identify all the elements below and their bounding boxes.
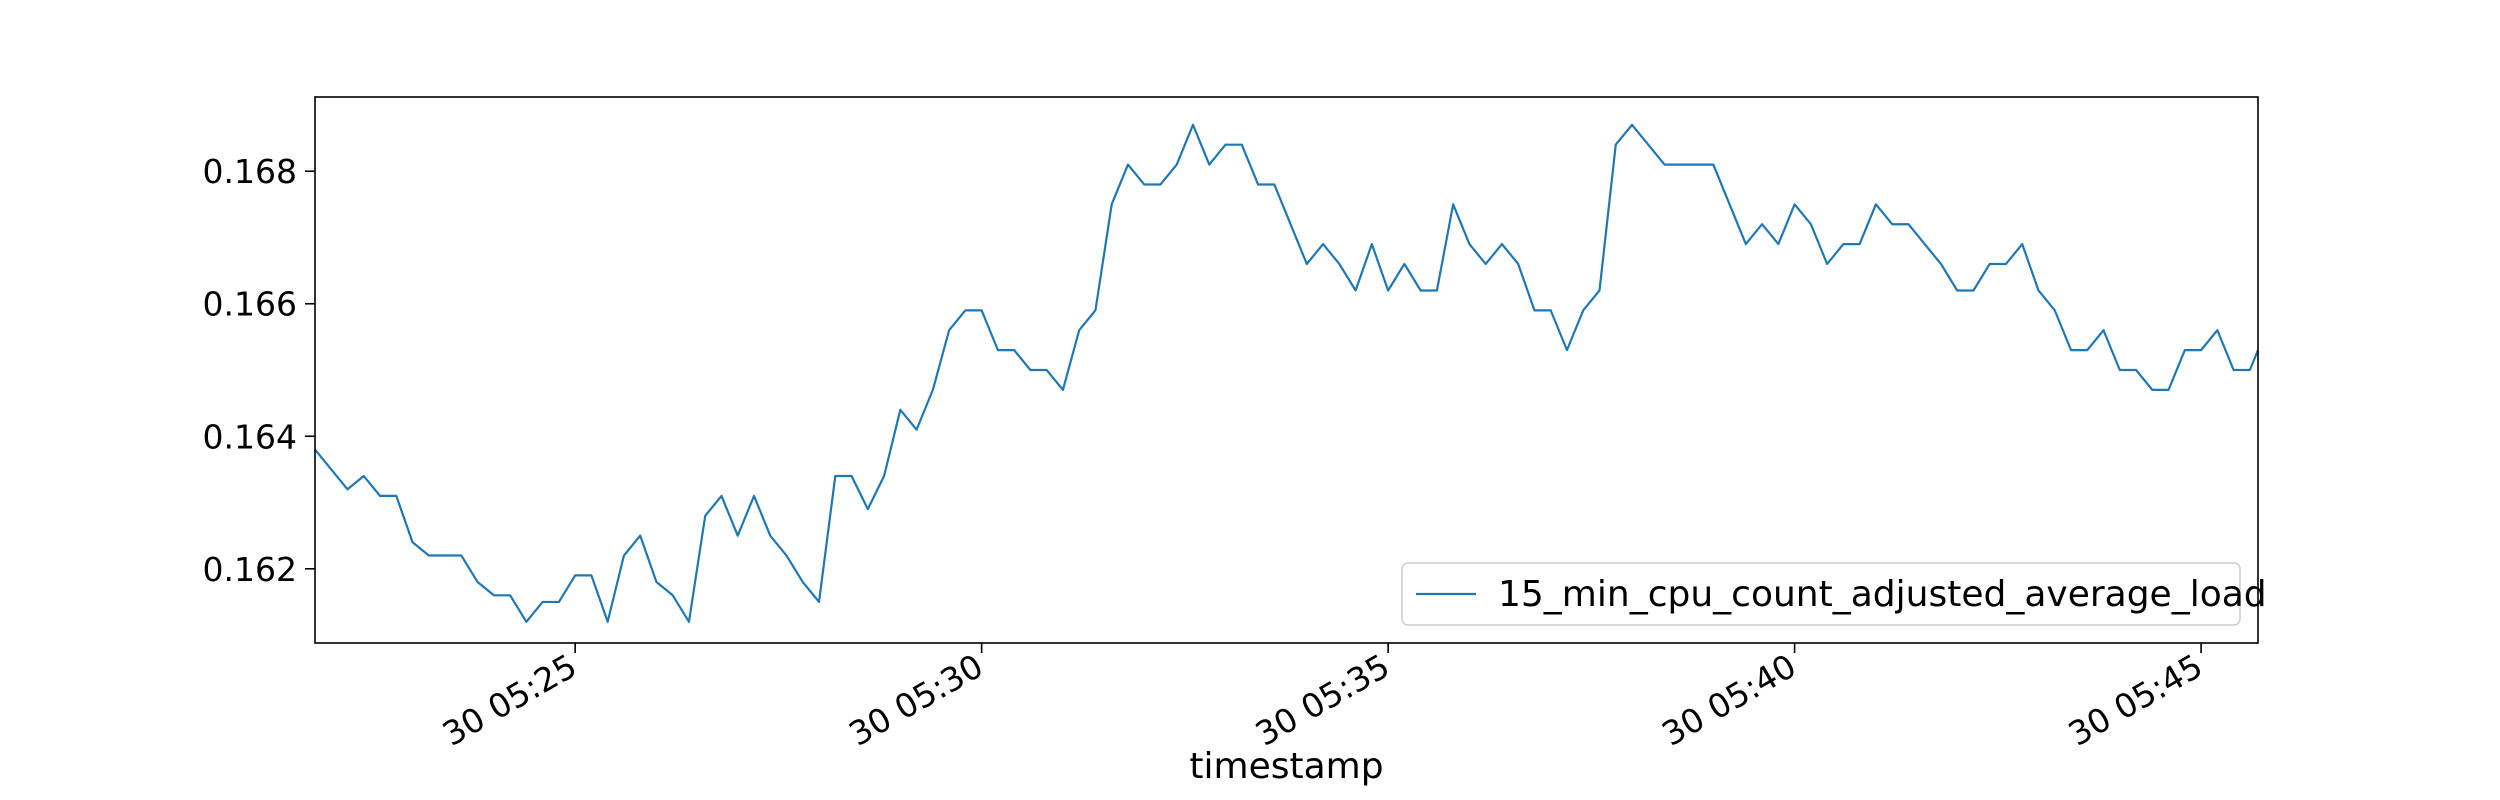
legend-entry-label: 15_min_cpu_count_adjusted_average_load: [1498, 574, 2267, 615]
legend-box: [1401, 562, 2241, 626]
y-tick-label: 0.166: [203, 285, 297, 324]
x-axis-label: timestamp: [1189, 746, 1383, 787]
axes-frame: [314, 96, 2259, 644]
plot-area: [314, 123, 2260, 623]
y-tick-label: 0.168: [203, 152, 297, 191]
y-tick-label: 0.164: [203, 417, 297, 456]
y-tick-label: 0.162: [203, 550, 297, 589]
legend[interactable]: 15_min_cpu_count_adjusted_average_load: [1401, 562, 2267, 626]
series-line-0: [314, 123, 2260, 623]
